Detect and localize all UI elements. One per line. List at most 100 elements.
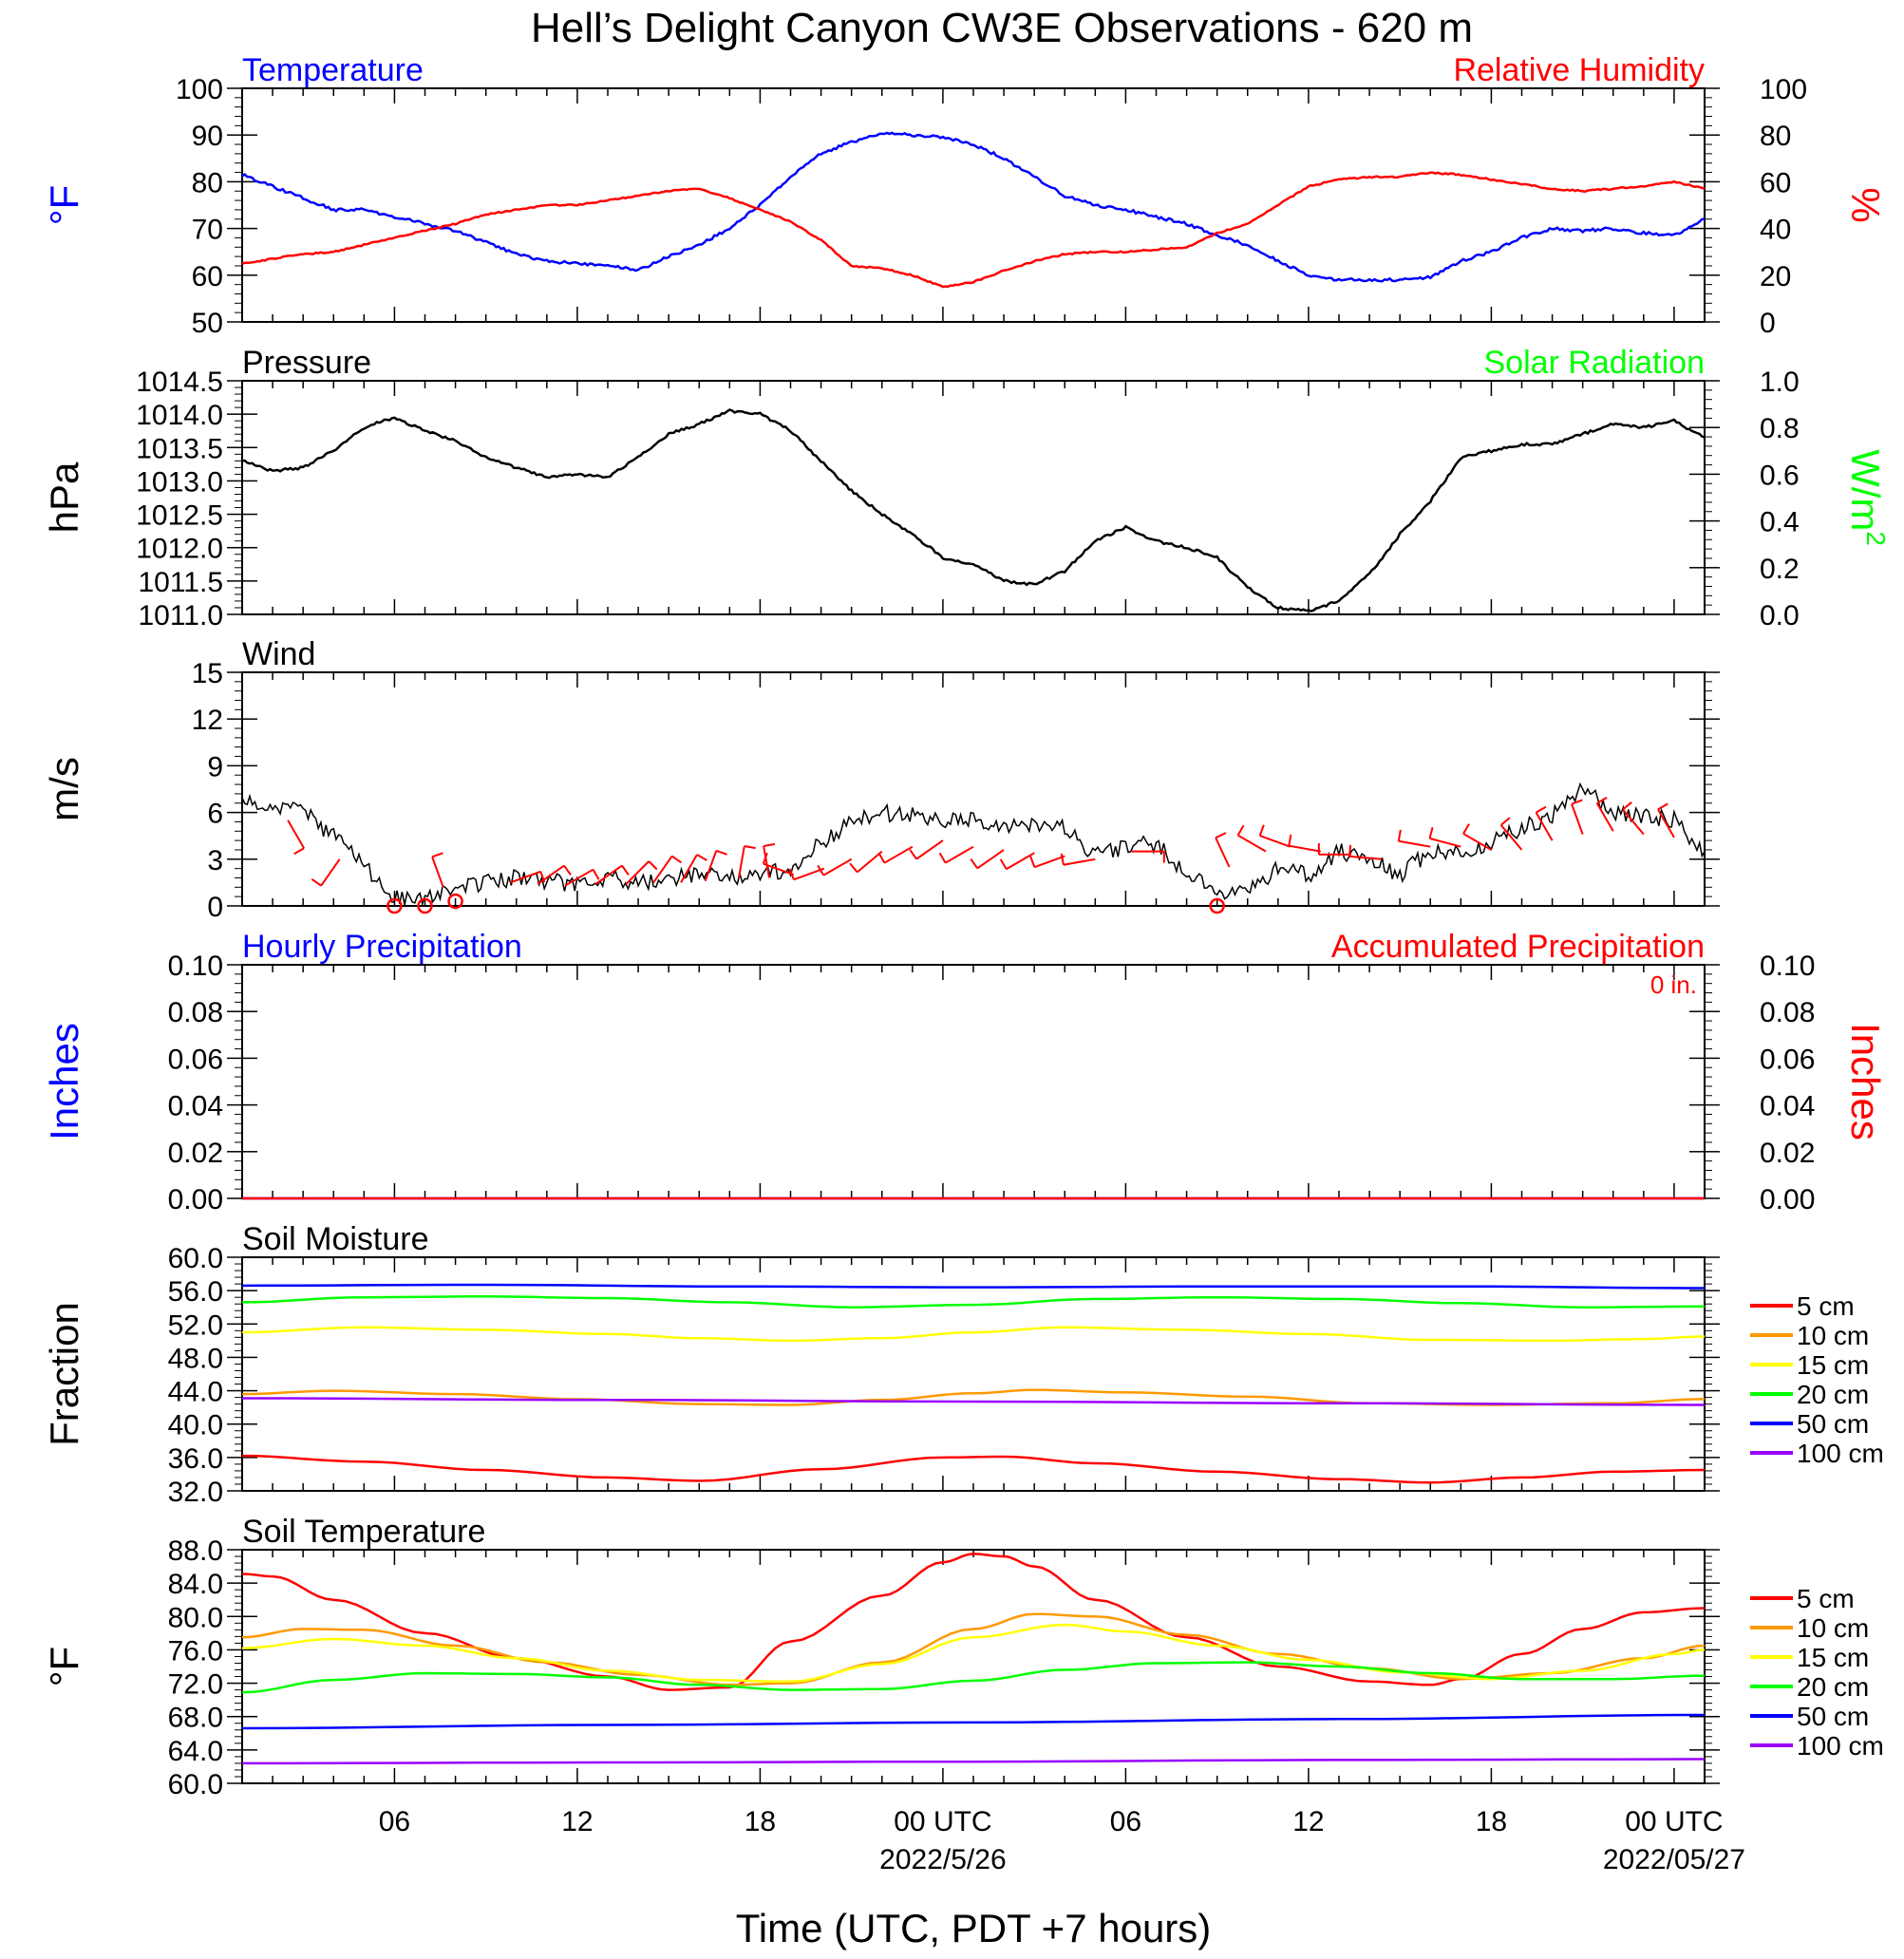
panel-annotation: 0 in.	[1650, 970, 1697, 999]
y-tick-label: 80	[192, 167, 223, 198]
x-tick-label: 18	[1476, 1806, 1507, 1837]
wind-barb-flag	[909, 849, 917, 860]
plot-frame	[241, 1256, 1706, 1492]
y-axis-label-left: Inches	[42, 1023, 86, 1140]
panel-0: 50 60 70 80 90 100 0 20 40 60 80 100 Temperature Rela…	[42, 52, 1888, 339]
x-tick-label: 18	[745, 1806, 776, 1837]
wind-barb	[1259, 835, 1291, 848]
wind-barb	[680, 854, 698, 883]
panel-5: 60.064.068.072.076.080.084.088.0 Soil Tem…	[42, 1514, 1884, 1800]
y-right-tick-label: 0.04	[1760, 1091, 1815, 1122]
series-line-100-cm	[242, 1758, 1706, 1765]
wind-barb-flag	[762, 852, 768, 864]
y-right-tick-label: 80	[1760, 121, 1791, 152]
wind-barb-flag	[1029, 856, 1036, 868]
y-tick-label: 60.0	[168, 1769, 223, 1800]
y-tick-label: 84.0	[168, 1569, 223, 1600]
wind-barb-flag	[1462, 823, 1470, 835]
wind-barb	[1215, 837, 1231, 868]
y-tick-label: 3	[207, 845, 223, 876]
legend-label: 10 cm	[1797, 1321, 1869, 1350]
wind-barb	[1063, 857, 1096, 866]
y-right-tick-label: 0.0	[1760, 600, 1800, 631]
legend-label: 5 cm	[1797, 1291, 1855, 1321]
wind-barb	[1429, 837, 1461, 848]
series-line-wind-speed	[241, 782, 1706, 908]
wind-barb	[704, 850, 718, 882]
y-tick-label: 36.0	[168, 1443, 223, 1475]
y-right-tick-label: 0.06	[1760, 1044, 1815, 1075]
y-tick-label: 32.0	[168, 1477, 223, 1508]
panel-title-right: Solar Radiation	[1484, 345, 1705, 381]
wind-barb-flag	[1397, 829, 1402, 841]
wind-barb-flag	[970, 858, 979, 870]
wind-barb	[1348, 855, 1383, 860]
chart-title: Hell’s Delight Canyon CW3E Observations …	[531, 5, 1473, 51]
wind-barb	[431, 857, 444, 888]
x-tick-label: 06	[379, 1806, 410, 1837]
wind-barb	[822, 857, 853, 876]
y-axis-label-left: Fraction	[42, 1302, 86, 1446]
series-line-temperature	[241, 131, 1706, 283]
y-tick-label: 76.0	[168, 1635, 223, 1667]
wind-barb	[793, 867, 825, 881]
calm-circle	[1209, 897, 1225, 914]
y-tick-label: 64.0	[168, 1736, 223, 1767]
series-line-50-cm	[241, 1283, 1706, 1290]
x-axis-label: Time (UTC, PDT +7 hours)	[736, 1906, 1212, 1950]
wind-barb	[1006, 852, 1035, 871]
y-right-tick-label: 40	[1760, 215, 1791, 246]
wind-barb	[1622, 808, 1645, 836]
calm-circle	[417, 897, 433, 914]
y-tick-label: 90	[192, 121, 223, 152]
y-tick-label: 60	[192, 261, 223, 292]
series-line-relative-humidity	[241, 171, 1706, 289]
wind-barb-flag	[715, 849, 727, 856]
calm-circle	[447, 893, 463, 910]
y-right-tick-label: 0.02	[1760, 1138, 1815, 1169]
x-tick-label: 00 UTC	[894, 1806, 991, 1837]
y-tick-label: 70	[192, 215, 223, 246]
x-tick-label: 12	[1292, 1806, 1324, 1837]
wind-barb-flag	[817, 864, 825, 876]
panel-2: 0 3 6 9 12 15 Wind m/s	[42, 636, 1720, 923]
plot-frame	[241, 380, 1706, 615]
series-line-5-cm	[241, 1553, 1706, 1691]
wind-barb-flag	[431, 852, 443, 858]
wind-barb-flag	[744, 845, 756, 850]
y-tick-label: 0.06	[168, 1044, 223, 1075]
y-tick-label: 100	[176, 74, 223, 105]
y-right-tick-label: 0.00	[1760, 1184, 1815, 1215]
wind-barb	[737, 845, 745, 878]
wind-barb-flag	[1348, 844, 1352, 857]
wind-barb	[1595, 802, 1614, 832]
wind-barb-flag	[1571, 799, 1583, 805]
wind-barb	[1657, 808, 1675, 838]
wind-barb	[1033, 855, 1065, 869]
wind-barb-flag	[1236, 824, 1245, 837]
panel-title-left: Pressure	[242, 345, 371, 381]
legend-label: 15 cm	[1797, 1643, 1869, 1672]
wind-barb-flag	[999, 858, 1008, 870]
wind-barb-flag	[938, 852, 947, 864]
y-tick-label: 0.08	[168, 997, 223, 1028]
wind-barb-flag	[849, 862, 858, 874]
y-tick-label: 80.0	[168, 1602, 223, 1633]
legend-label: 100 cm	[1797, 1439, 1884, 1468]
wind-barb-flag	[877, 852, 886, 864]
y-axis-label-left: hPa	[42, 461, 86, 533]
wind-barb	[1237, 834, 1267, 853]
wind-barb-flag	[1258, 824, 1265, 837]
panel-title-left: Soil Temperature	[242, 1514, 485, 1550]
y-right-tick-label: 0.6	[1760, 460, 1800, 491]
panel-title-right: Accumulated Precipitation	[1331, 929, 1705, 965]
wind-barb	[537, 864, 565, 885]
panel-1: 1011.01011.51012.01012.51013.01013.51014…	[42, 345, 1891, 631]
wind-barb-flag	[563, 864, 572, 876]
y-tick-label: 0.10	[168, 951, 223, 982]
wind-barb-flag	[1428, 827, 1434, 839]
y-right-tick-label: 0.8	[1760, 413, 1800, 444]
y-axis-label-left: m/s	[42, 757, 86, 821]
y-tick-label: 40.0	[168, 1410, 223, 1441]
